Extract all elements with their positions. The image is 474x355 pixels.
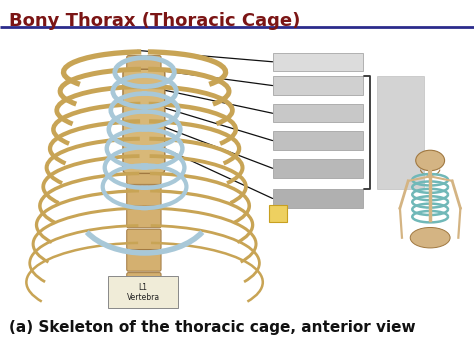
FancyBboxPatch shape <box>127 99 161 119</box>
Text: L1
Vertebra: L1 Vertebra <box>127 283 160 302</box>
FancyBboxPatch shape <box>127 229 161 250</box>
Bar <box>273 159 363 178</box>
FancyBboxPatch shape <box>108 276 178 308</box>
Text: (a) Skeleton of the thoracic cage, anterior view: (a) Skeleton of the thoracic cage, anter… <box>9 321 416 335</box>
FancyBboxPatch shape <box>127 251 161 271</box>
FancyBboxPatch shape <box>127 186 161 206</box>
Bar <box>269 205 287 222</box>
Ellipse shape <box>410 228 450 248</box>
FancyBboxPatch shape <box>127 273 161 293</box>
FancyBboxPatch shape <box>127 77 161 98</box>
Bar <box>273 189 363 208</box>
FancyBboxPatch shape <box>127 56 161 76</box>
FancyBboxPatch shape <box>123 69 165 173</box>
FancyBboxPatch shape <box>127 121 161 141</box>
Ellipse shape <box>416 150 445 171</box>
Bar <box>273 76 363 95</box>
Bar <box>273 104 363 122</box>
Text: Bony Thorax (Thoracic Cage): Bony Thorax (Thoracic Cage) <box>9 12 301 31</box>
FancyBboxPatch shape <box>127 164 161 184</box>
FancyBboxPatch shape <box>127 208 161 228</box>
Bar <box>273 131 363 150</box>
Bar <box>273 53 363 71</box>
Bar <box>377 76 424 189</box>
FancyBboxPatch shape <box>127 142 161 163</box>
